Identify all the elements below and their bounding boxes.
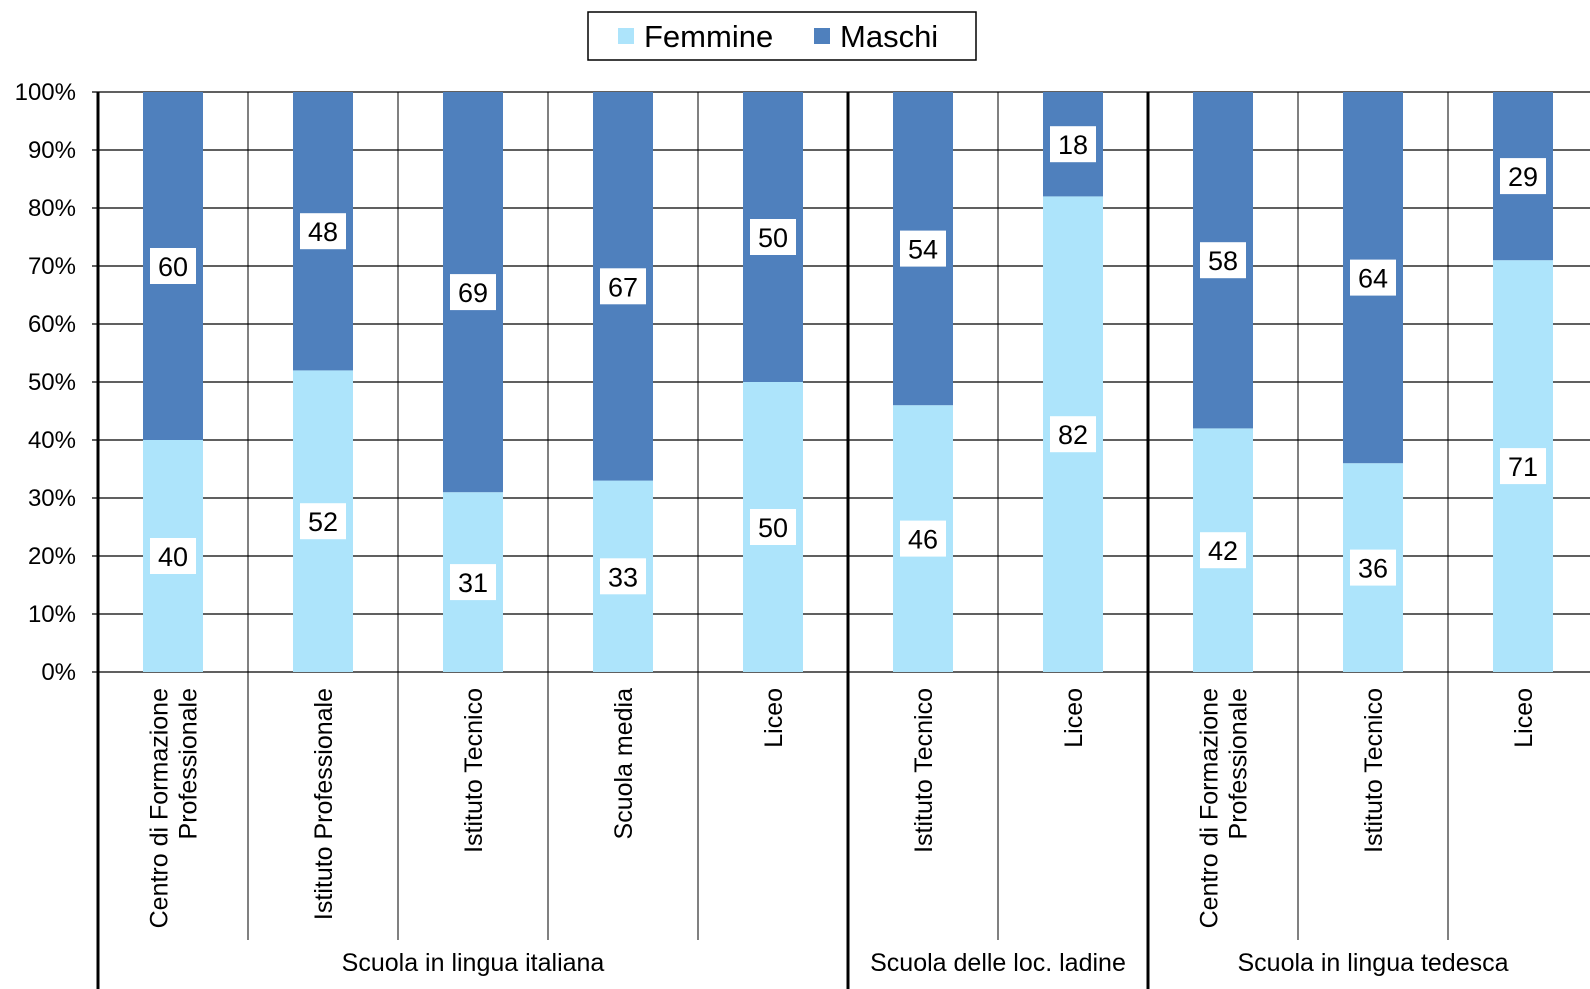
category-label: Istituto Tecnico (910, 688, 938, 853)
data-label-box (300, 213, 346, 250)
category-label-line: Liceo (1510, 688, 1538, 748)
legend-swatch-femmine (618, 28, 634, 44)
y-tick-label: 70% (28, 253, 76, 280)
category-label: Istituto Tecnico (460, 688, 488, 853)
axes: 0% 10% 20% 30% 40% 50% 60% 70% 80% 90% 100% Centro … (15, 79, 1538, 989)
data-label-box (300, 503, 346, 540)
data-label-box (450, 564, 496, 601)
data-label: 64 (1358, 264, 1388, 294)
data-label-box (1050, 416, 1096, 453)
data-label-box (1200, 532, 1246, 569)
data-label: 67 (608, 272, 638, 302)
category-label-line: Professionale (1225, 688, 1253, 839)
data-label: 40 (158, 542, 188, 572)
legend-swatch-maschi (814, 28, 830, 44)
category-label-line: Professionale (175, 688, 203, 839)
data-label: 52 (308, 507, 338, 537)
data-label-box (900, 520, 946, 557)
data-label: 31 (458, 568, 488, 598)
y-tick-label: 60% (28, 311, 76, 338)
data-label-box (750, 509, 796, 545)
data-label: 60 (158, 252, 188, 282)
category-label: Scuola media (610, 688, 638, 840)
data-label-box (150, 538, 196, 574)
data-label: 48 (308, 217, 338, 247)
category-label: Centro di FormazioneProfessionale (146, 688, 203, 928)
data-label: 58 (1208, 246, 1238, 276)
y-tick-label: 80% (28, 195, 76, 222)
y-tick-label: 90% (28, 137, 76, 164)
y-tick-label: 20% (28, 543, 76, 570)
data-label: 69 (458, 278, 488, 308)
y-tick-label: 50% (28, 369, 76, 396)
legend-box (587, 11, 977, 61)
category-label-line: Istituto Tecnico (460, 688, 488, 853)
data-label: 71 (1508, 452, 1538, 482)
data-label: 42 (1208, 536, 1238, 566)
data-label-box (1050, 126, 1096, 163)
group-label: Scuola in lingua tedesca (1237, 949, 1508, 977)
y-tick-label: 10% (28, 601, 76, 628)
category-label: Centro di FormazioneProfessionale (1196, 688, 1253, 928)
category-label-line: Centro di Formazione (1196, 688, 1224, 928)
data-label: 36 (1358, 554, 1388, 584)
category-label-line: Istituto Professionale (310, 688, 338, 920)
data-label-box (900, 230, 946, 267)
category-label: Liceo (1510, 688, 1538, 748)
data-label-box (450, 274, 496, 311)
data-label: 82 (1058, 420, 1088, 450)
group-label: Scuola delle loc. ladine (870, 949, 1126, 977)
category-label: Istituto Professionale (310, 688, 338, 920)
y-tick-label: 40% (28, 427, 76, 454)
category-label: Liceo (1060, 688, 1088, 748)
y-tick-label: 100% (15, 79, 76, 106)
data-label-box (1200, 242, 1246, 279)
data-label: 29 (1508, 162, 1538, 192)
data-label: 33 (608, 562, 638, 592)
data-label-box (150, 248, 196, 284)
category-label-line: Istituto Tecnico (1360, 688, 1388, 853)
data-label: 18 (1058, 130, 1088, 160)
category-label-line: Centro di Formazione (146, 688, 174, 928)
data-label-box (600, 558, 646, 595)
data-label-box (1350, 259, 1396, 296)
category-label-line: Liceo (1060, 688, 1088, 748)
data-label-box (1500, 448, 1546, 485)
y-tick-label: 0% (41, 659, 76, 686)
category-label-line: Scuola media (610, 688, 638, 840)
y-tick-label: 30% (28, 485, 76, 512)
category-label-line: Liceo (760, 688, 788, 748)
data-label-box (750, 219, 796, 255)
data-labels: 40 60 52 48 31 69 33 67 50 50 46 54 82 18 42 58 36 64 71 29 (150, 126, 1546, 601)
legend-label: Femmine (644, 19, 773, 54)
data-label: 46 (908, 525, 938, 555)
data-label: 50 (758, 223, 788, 253)
category-label: Istituto Tecnico (1360, 688, 1388, 853)
data-label-box (1500, 158, 1546, 195)
data-label: 54 (908, 235, 938, 265)
data-label-box (600, 268, 646, 305)
category-label-line: Istituto Tecnico (910, 688, 938, 853)
data-label-box (1350, 549, 1396, 586)
legend: Femmine Maschi (587, 11, 977, 61)
category-label: Liceo (760, 688, 788, 748)
legend-label: Maschi (840, 19, 938, 54)
group-label: Scuola in lingua italiana (342, 949, 605, 977)
data-label: 50 (758, 513, 788, 543)
